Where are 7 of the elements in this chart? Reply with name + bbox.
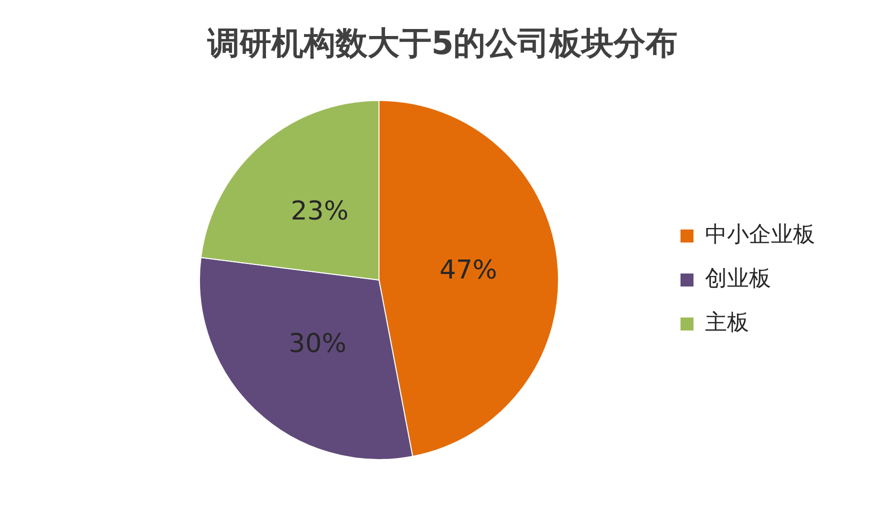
legend-label: 创业板 (705, 266, 771, 292)
legend-label: 主板 (705, 310, 749, 336)
data-label: 23% (290, 196, 349, 226)
data-label: 30% (288, 329, 346, 360)
data-label: 47% (439, 255, 498, 286)
legend-label: 中小企业板 (705, 222, 815, 248)
chart-title: 调研机构数大于5的公司板块分布 (206, 23, 679, 64)
